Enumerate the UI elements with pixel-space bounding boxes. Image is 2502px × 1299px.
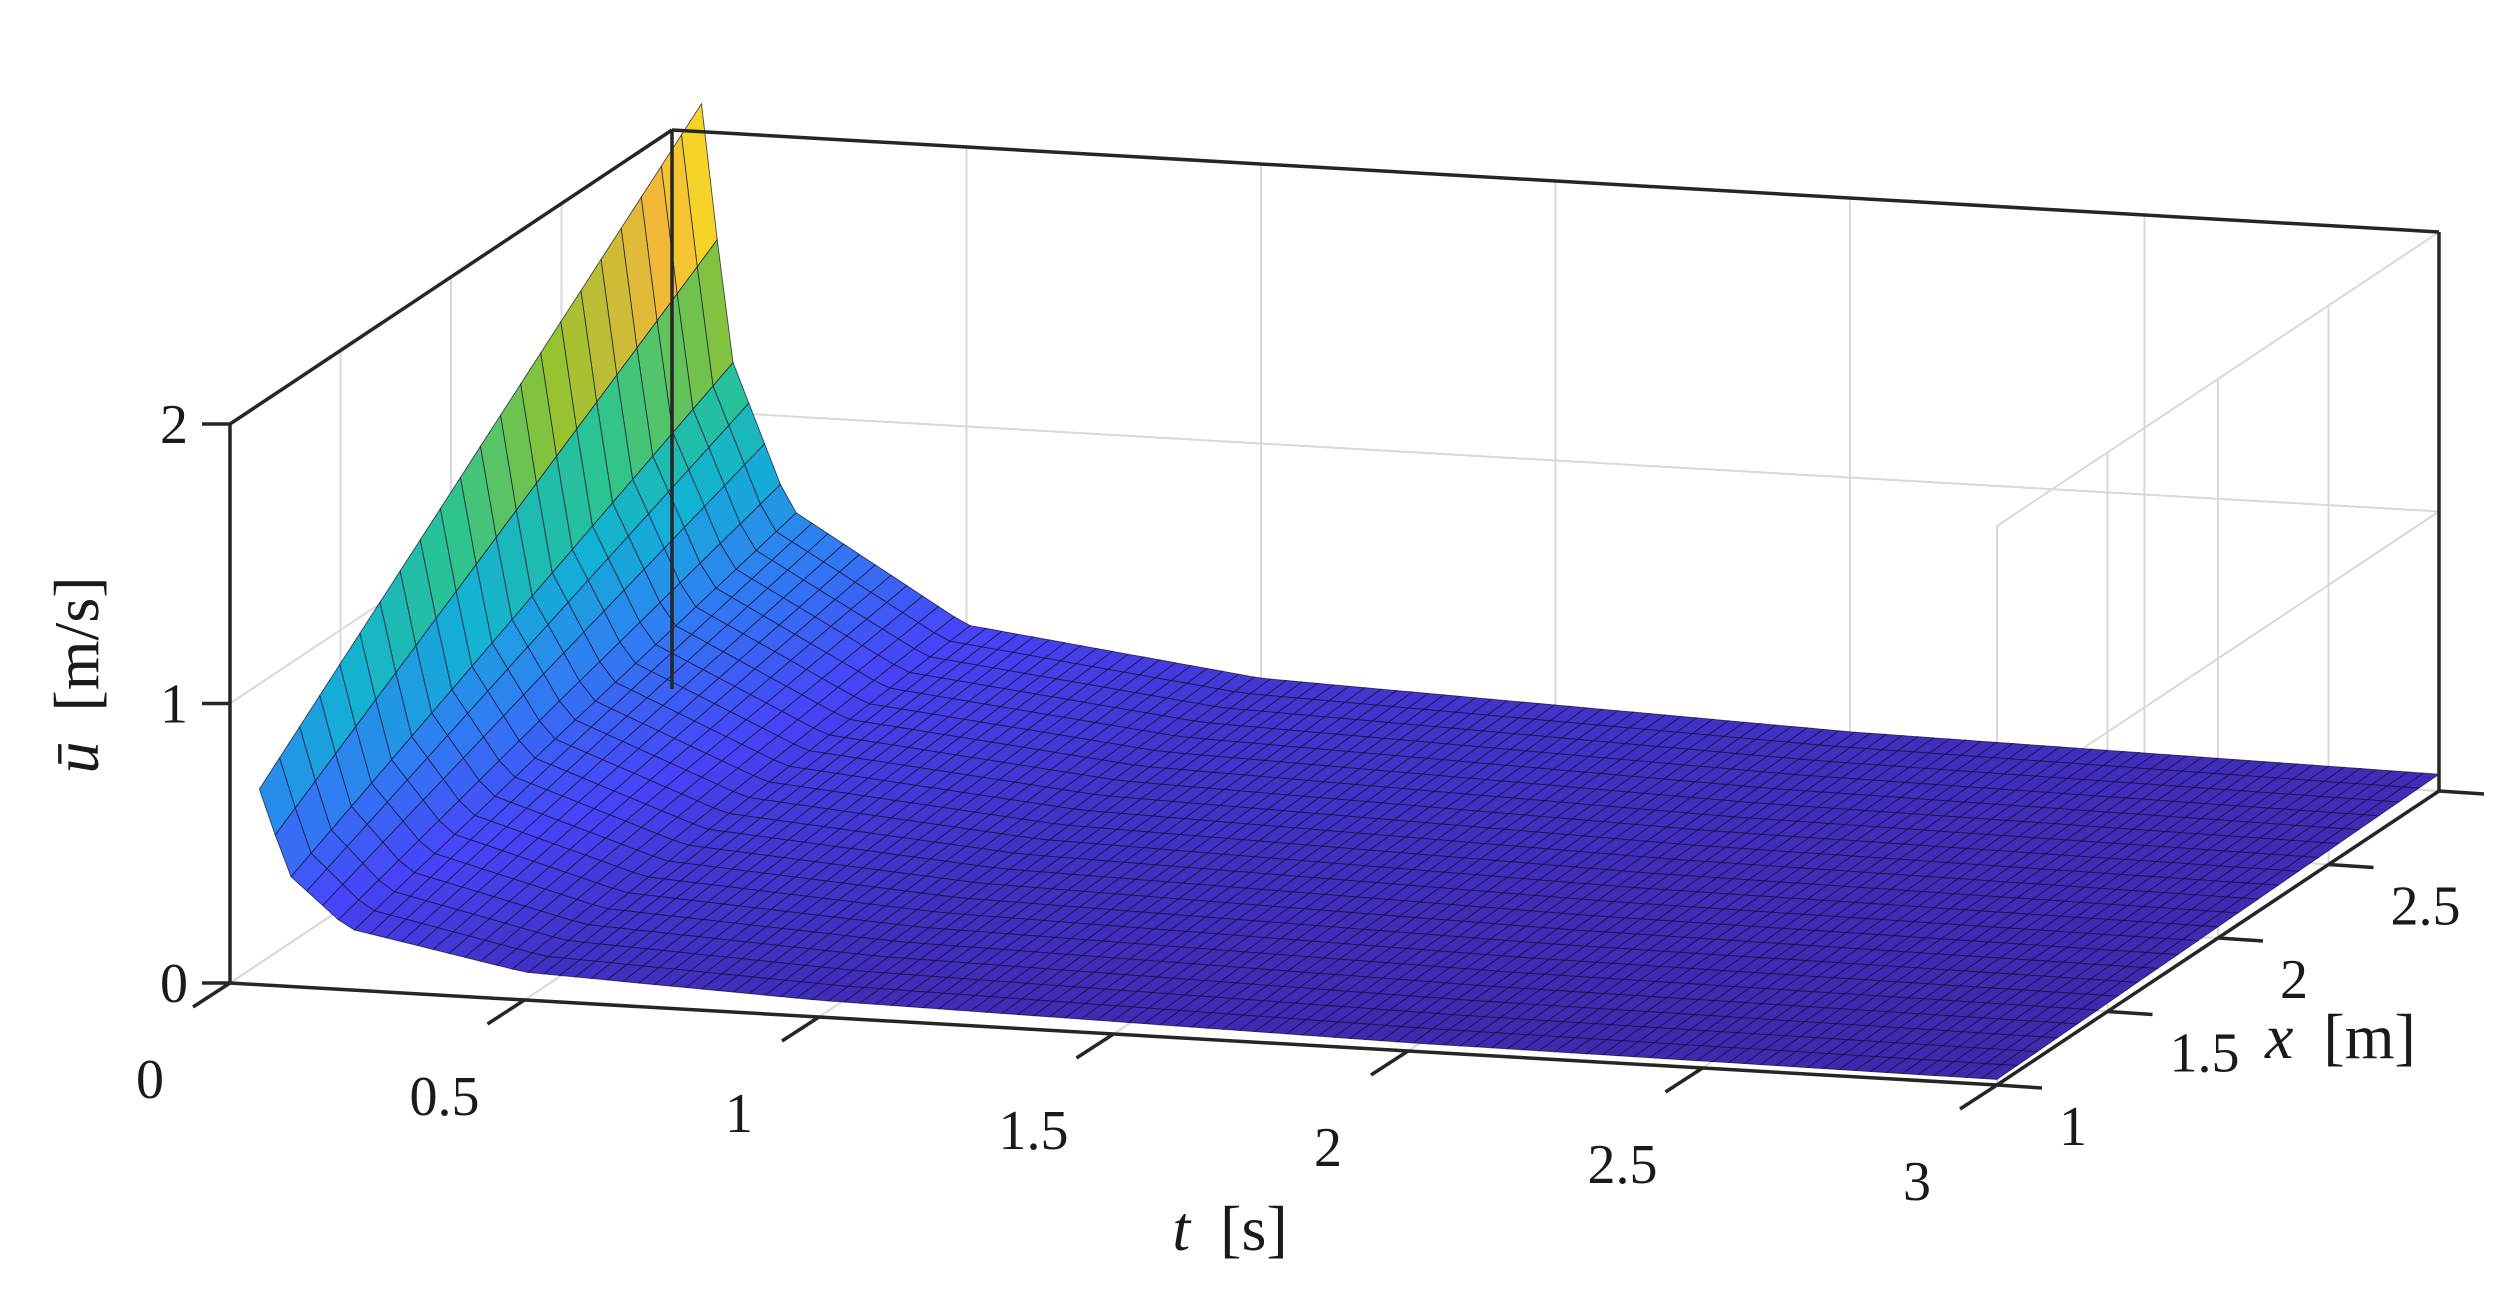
t-tick-mark-2 [781, 1015, 820, 1043]
x-axis-unit: [m] [2323, 1001, 2415, 1072]
t-tick-mark-6 [1959, 1083, 1998, 1111]
t-tick-label-6: 3 [1903, 1151, 1931, 1213]
t-tick-label-2: 1 [725, 1083, 753, 1145]
x-tick-mark-2 [2217, 936, 2264, 943]
t-tick-mark-3 [1075, 1032, 1115, 1060]
x-tick-label-2: 2 [2280, 949, 2308, 1011]
z-axis-var: ū [41, 742, 112, 774]
t-tick-label-5: 2.5 [1588, 1134, 1658, 1196]
t-tick-mark-5 [1664, 1066, 1704, 1094]
z-tick-label-0: 0 [160, 953, 188, 1015]
surface-patch [258, 756, 296, 836]
x-tick-mark-0 [1996, 1083, 2043, 1090]
t-tick-label-3: 1.5 [999, 1100, 1069, 1162]
t-axis-var: t [1172, 1193, 1192, 1264]
box-edge-top-back [671, 128, 2440, 234]
t-tick-label-0: 0 [136, 1049, 164, 1111]
surface [258, 102, 2441, 1080]
x-tick-mark-1 [2107, 1009, 2153, 1017]
t-axis-unit: [s] [1220, 1193, 1288, 1264]
z-tick-label-2: 2 [160, 394, 188, 456]
svg-text:ū [m/s]: ū [m/s] [41, 576, 112, 773]
grid-line-back-z-2 [1996, 231, 2440, 527]
x-tick-label-3: 2.5 [2391, 876, 2461, 938]
svg-text:t [s]: t [s] [1172, 1193, 1287, 1264]
t-tick-label-1: 0.5 [410, 1066, 480, 1128]
z-axis-label: ū [m/s] [41, 576, 112, 773]
x-axis-var: x [2264, 1001, 2293, 1072]
x-tick-mark-4 [2438, 789, 2485, 796]
t-tick-mark-0 [192, 981, 231, 1009]
x-tick-label-0: 1 [2059, 1096, 2087, 1158]
t-tick-mark-4 [1370, 1049, 1409, 1077]
y-axis-label: x [m] [2264, 1001, 2416, 1072]
box-edge-top-left [229, 128, 673, 426]
z-tick-label-1: 1 [160, 674, 188, 736]
x-tick-mark-3 [2328, 862, 2374, 870]
svg-text:x [m]: x [m] [2264, 1001, 2416, 1072]
x-axis-label: t [s] [1172, 1193, 1287, 1264]
t-tick-label-4: 2 [1314, 1117, 1342, 1179]
grid-line-left-z-1 [671, 408, 2440, 513]
z-axis-unit: [m/s] [41, 576, 112, 711]
x-tick-label-1: 1.5 [2170, 1023, 2240, 1085]
t-tick-mark-1 [486, 998, 526, 1026]
